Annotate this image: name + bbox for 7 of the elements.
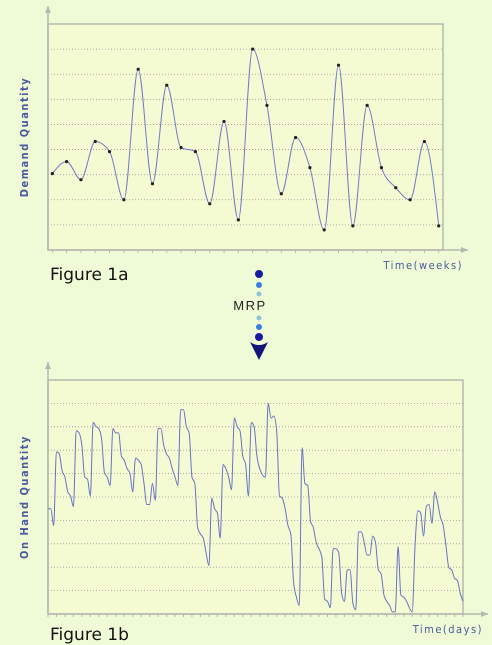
text: Figure 1a [50, 265, 129, 285]
y-axis-title: On Hand Quantity [18, 435, 31, 559]
x-axis-title: Time(days) [412, 623, 483, 636]
text: MRP [233, 298, 267, 313]
x-axis-title: Time(weeks) [382, 259, 463, 272]
text: Figure 1b [50, 625, 129, 645]
y-axis-title: Demand Quantity [18, 76, 31, 198]
